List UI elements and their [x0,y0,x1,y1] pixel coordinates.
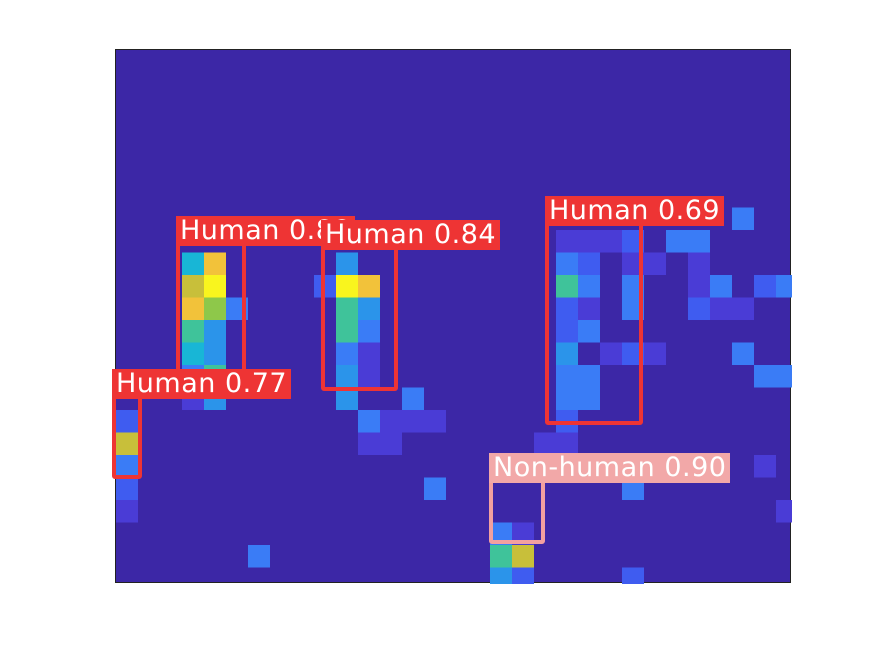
heat-cell [578,387,600,410]
heat-cell [204,342,226,365]
heat-cell [644,252,666,275]
heat-cell [644,342,666,365]
heat-cell [622,342,644,365]
heat-cell [776,500,792,523]
heat-cell [116,432,138,455]
heat-cell [358,365,380,388]
heat-cell [336,387,358,410]
heat-cell [512,545,534,568]
heat-cell [622,275,644,298]
heat-cell [226,297,248,320]
heat-cell [336,342,358,365]
heat-cell [358,410,380,433]
heat-cell [490,545,512,568]
heat-cell [490,567,512,584]
heat-cell [754,365,776,388]
heat-cell [688,252,710,275]
heat-cell [622,567,644,584]
heat-cell [556,387,578,410]
heat-cell [732,207,754,230]
heat-cell [556,432,578,455]
heat-cell [182,297,204,320]
heat-cell [710,275,732,298]
heat-cell [600,230,622,253]
heat-cell [336,320,358,343]
heat-cell [424,410,446,433]
heat-cell [666,230,688,253]
heat-cell [556,297,578,320]
heat-cell [732,342,754,365]
heat-cell [556,252,578,275]
heat-cell [358,320,380,343]
heat-cell [336,252,358,275]
heat-cell [556,275,578,298]
heat-cell [116,455,138,478]
heat-cell [402,410,424,433]
heat-cell [336,365,358,388]
heat-cell [116,477,138,500]
heat-cell [182,275,204,298]
heat-cell [424,477,446,500]
heat-cell [116,410,138,433]
heat-cell [600,342,622,365]
heat-cell [710,297,732,320]
heat-cell [622,297,644,320]
detection-label-non-human-090: Non-human 0.90 [489,453,731,483]
detection-label-human-084: Human 0.84 [321,220,501,250]
heat-cell [182,320,204,343]
heat-cell [578,230,600,253]
heat-cell [578,320,600,343]
heat-cell [358,297,380,320]
heat-cell [622,252,644,275]
heat-cell [622,477,644,500]
heat-cell [688,275,710,298]
heat-cell [490,522,512,545]
heat-cell [380,410,402,433]
heat-cell [512,522,534,545]
heat-cell [688,297,710,320]
heat-cell [688,230,710,253]
heat-cell [578,252,600,275]
heat-cell [732,297,754,320]
heat-cell [754,275,776,298]
heat-cell [776,275,792,298]
heat-cell [380,432,402,455]
heat-cell [556,230,578,253]
heatmap-frame: Human 0.88 Human 0.84 Human 0.77 Human 0… [112,49,792,584]
heat-cell [578,275,600,298]
heat-cell [182,252,204,275]
heat-cell [512,567,534,584]
heat-cell [314,275,336,298]
heat-cell [578,365,600,388]
detection-label-human-069: Human 0.69 [545,196,725,226]
heat-cell [204,275,226,298]
heatmap-grid [116,207,792,584]
heat-cell [358,275,380,298]
heat-cell [336,297,358,320]
heat-cell [204,252,226,275]
heat-cell [556,342,578,365]
heat-cell [182,342,204,365]
heat-cell [402,387,424,410]
heat-cell [204,297,226,320]
heat-cell [534,432,556,455]
heat-cell [336,275,358,298]
heat-cell [776,365,792,388]
heat-cell [556,320,578,343]
heat-cell [204,320,226,343]
detection-label-human-077: Human 0.77 [112,369,292,399]
heat-cell [248,545,270,568]
heat-cell [556,410,578,433]
heat-cell [116,500,138,523]
heat-cell [622,230,644,253]
heat-cell [358,342,380,365]
heat-cell [556,365,578,388]
heat-cell [358,432,380,455]
heat-cell [578,297,600,320]
heat-cell [754,455,776,478]
